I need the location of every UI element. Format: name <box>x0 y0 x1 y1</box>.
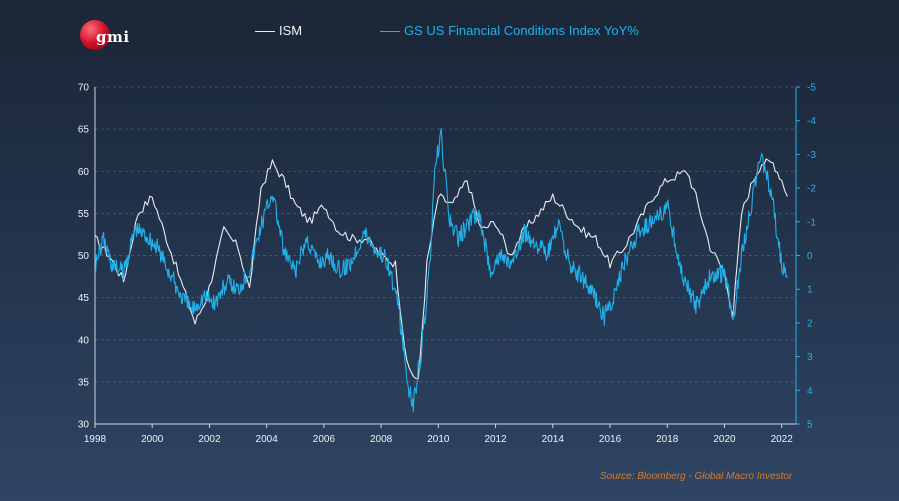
y-left-tick-label: 45 <box>78 293 90 304</box>
y-right-tick-label: -4 <box>807 116 816 127</box>
y-right-tick-label: 4 <box>807 386 813 397</box>
y-left-tick-label: 35 <box>78 377 90 388</box>
logo-sphere <box>80 20 110 50</box>
y-left-tick-label: 40 <box>78 335 90 346</box>
logo-text: gmi <box>96 28 130 46</box>
legend-fci-swatch <box>380 31 400 33</box>
y-right-tick-label: -1 <box>807 217 816 228</box>
x-tick-label: 2020 <box>713 434 736 445</box>
legend-fci: GS US Financial Conditions Index YoY% <box>380 23 639 38</box>
x-tick-label: 2002 <box>198 434 221 445</box>
y-right-tick-label: -3 <box>807 150 816 161</box>
series-line-fci <box>94 127 788 412</box>
x-tick-label: 2018 <box>656 434 679 445</box>
x-tick-label: 2004 <box>256 434 279 445</box>
series-line-ism <box>94 158 788 380</box>
gmi-logo: gmi <box>80 20 150 52</box>
x-tick-label: 2014 <box>542 434 565 445</box>
y-left-tick-label: 55 <box>78 209 90 220</box>
y-right-tick-label: 2 <box>807 318 813 329</box>
x-tick-label: 2016 <box>599 434 622 445</box>
y-right-tick-label: 0 <box>807 251 813 262</box>
y-right-tick-label: 3 <box>807 352 813 363</box>
y-right-tick-label: 1 <box>807 285 813 296</box>
x-tick-label: 2006 <box>313 434 336 445</box>
x-tick-label: 2000 <box>141 434 164 445</box>
x-tick-label: 1998 <box>84 434 107 445</box>
y-left-tick-label: 70 <box>78 83 90 94</box>
source-note: Source: Bloomberg - Global Macro Investo… <box>600 471 793 482</box>
x-tick-label: 2022 <box>771 434 794 445</box>
x-tick-label: 2010 <box>427 434 450 445</box>
y-right-tick-label: -5 <box>807 83 816 94</box>
legend-fci-label: GS US Financial Conditions Index YoY% <box>404 23 639 38</box>
y-right-tick-label: -2 <box>807 184 816 195</box>
legend-ism: ISM <box>255 23 302 38</box>
legend-ism-label: ISM <box>279 23 303 38</box>
legend-ism-swatch <box>255 31 275 33</box>
y-left-tick-label: 60 <box>78 167 90 178</box>
x-tick-label: 2008 <box>370 434 393 445</box>
y-left-tick-label: 30 <box>78 420 90 431</box>
x-tick-label: 2012 <box>484 434 507 445</box>
y-left-tick-label: 50 <box>78 251 90 262</box>
y-right-tick-label: 5 <box>807 420 813 431</box>
y-left-tick-label: 65 <box>78 125 90 136</box>
